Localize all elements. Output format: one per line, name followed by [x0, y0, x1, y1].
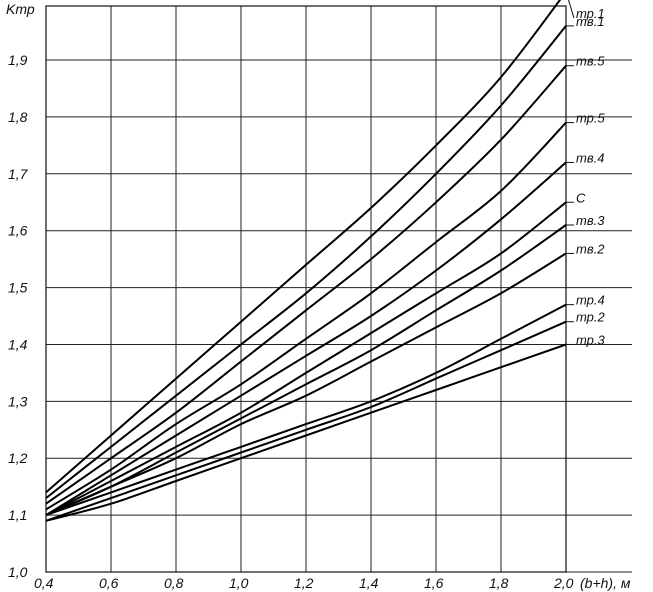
series-curve	[45, 343, 567, 522]
plot-frame	[45, 5, 567, 573]
series-label: тв.4	[576, 150, 604, 165]
x-axis-label: (b+h), м	[580, 575, 631, 591]
series-curve	[45, 224, 567, 517]
y-tick-label: 1,6	[8, 223, 28, 239]
series-label: тв.2	[576, 241, 605, 256]
grid	[45, 6, 632, 573]
y-tick-label: 1,5	[8, 280, 28, 296]
series-curve	[45, 303, 567, 517]
x-tick-label: 1,8	[489, 575, 509, 591]
series-label: тв.3	[576, 213, 605, 228]
series-curve	[45, 252, 567, 517]
x-tick-label: 1,4	[359, 575, 379, 591]
series-curves	[45, 0, 567, 522]
series-curve	[45, 201, 567, 516]
series-label: тр.4	[576, 293, 605, 308]
y-tick-label: 1,3	[8, 393, 28, 409]
y-tick-label: 1,2	[8, 450, 28, 466]
series-label: тр.5	[576, 111, 606, 126]
x-tick-labels: 0,4 0,6 0,8 1,0 1,2 1,4 1,6 1,8 2,0	[34, 575, 574, 591]
y-tick-label: 1,1	[8, 507, 27, 523]
series-labels: тр.1тв.1 тв.5 тр.5 тв.4 Ств.3 тв.2 тр.4 тр.2 тр.…	[566, 0, 606, 347]
series-label: тв.5	[576, 54, 605, 69]
x-tick-label: 2,0	[553, 575, 574, 591]
series-label: тр.3	[576, 332, 606, 347]
series-curve	[45, 25, 567, 499]
y-axis-label: Kтр	[6, 1, 35, 17]
x-tick-label: 0,8	[164, 575, 184, 591]
x-tick-label: 0,4	[34, 575, 54, 591]
y-tick-label: 1,9	[8, 52, 28, 68]
series-label: тв.1	[576, 14, 604, 29]
series-leader	[567, 0, 575, 19]
y-tick-labels: 1,0 1,1 1,2 1,3 1,4 1,5 1,6 1,7 1,8 1,9	[8, 52, 29, 580]
series-curve	[45, 0, 562, 494]
x-tick-label: 1,2	[294, 575, 314, 591]
series-curve	[45, 320, 567, 522]
y-tick-label: 1,8	[8, 109, 28, 125]
y-tick-label: 1,4	[8, 336, 28, 352]
series-curve	[45, 65, 567, 505]
series-label: тр.1	[576, 6, 605, 21]
series-label: С	[576, 190, 586, 205]
series-curve	[45, 121, 567, 511]
y-tick-label: 1,7	[8, 166, 29, 182]
x-tick-label: 0,6	[99, 575, 119, 591]
series-curve	[45, 161, 567, 516]
x-tick-label: 1,6	[424, 575, 444, 591]
x-tick-label: 1,0	[229, 575, 249, 591]
series-label: тр.2	[576, 310, 606, 325]
y-tick-label: 1,0	[8, 564, 28, 580]
